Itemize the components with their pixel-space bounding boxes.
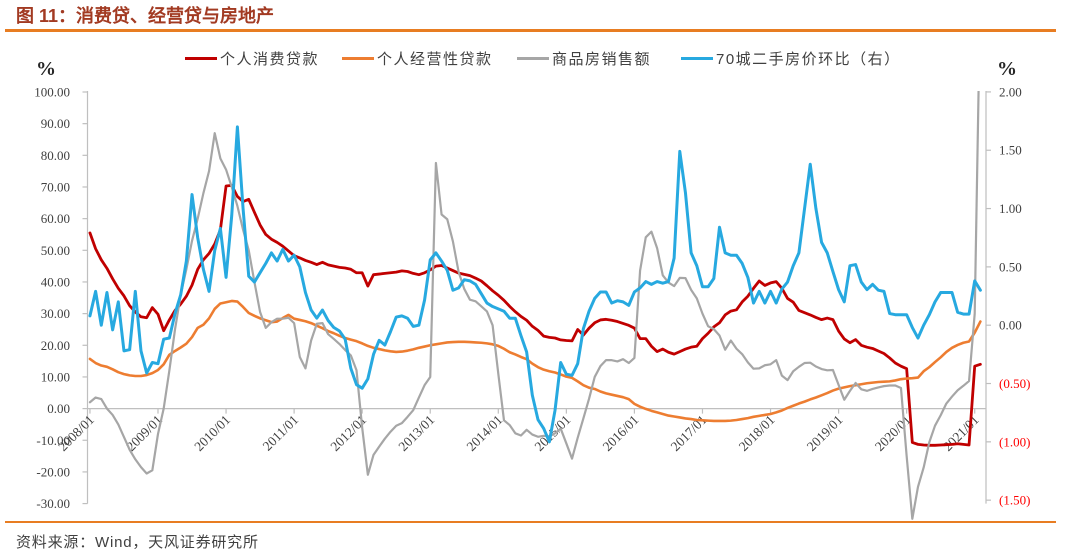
left-axis-tick-label: 70.00 bbox=[41, 179, 70, 194]
right-axis-tick-label: 0.50 bbox=[999, 259, 1022, 274]
x-axis-tick-label: 2016/01 bbox=[600, 412, 642, 454]
right-axis-unit: % bbox=[997, 58, 1017, 80]
legend-item-housing-sales: 商品房销售额 bbox=[517, 50, 652, 68]
right-axis-tick-label: 2.00 bbox=[999, 84, 1022, 99]
right-axis-tick-label: 0.00 bbox=[999, 318, 1022, 333]
left-axis-tick-label: -10.00 bbox=[36, 433, 70, 448]
legend-label-consumer-loan: 个人消费贷款 bbox=[220, 50, 320, 68]
bottom-divider bbox=[5, 521, 1056, 523]
legend-label-housing-price: 70城二手房价环比（右） bbox=[716, 50, 901, 68]
right-axis-tick-label: 1.50 bbox=[999, 143, 1022, 158]
series-line-3 bbox=[88, 125, 982, 444]
legend-swatch-housing-sales bbox=[517, 56, 549, 60]
series-line-2 bbox=[88, 91, 980, 520]
left-axis-tick-label: 100.00 bbox=[34, 85, 70, 100]
figure-title: 图 11：消费贷、经营贷与房地产 bbox=[16, 6, 275, 26]
right-axis-tick-label: (1.50) bbox=[999, 493, 1030, 508]
left-axis-tick-label: 0.00 bbox=[47, 401, 70, 416]
top-divider bbox=[5, 29, 1056, 32]
x-axis-tick-label: 2014/01 bbox=[464, 412, 506, 454]
left-axis-tick-label: 10.00 bbox=[41, 369, 70, 384]
left-axis-tick-label: 50.00 bbox=[41, 243, 70, 258]
legend-swatch-consumer-loan bbox=[185, 56, 217, 60]
right-axis-tick-label: (0.50) bbox=[999, 376, 1030, 391]
source-note: 资料来源：Wind，天风证券研究所 bbox=[16, 534, 259, 551]
right-axis-tick-label: (1.00) bbox=[999, 434, 1030, 449]
left-axis-tick-label: -20.00 bbox=[36, 464, 70, 479]
left-axis-tick-label: 80.00 bbox=[41, 148, 70, 163]
legend-item-consumer-loan: 个人消费贷款 bbox=[185, 50, 320, 68]
left-axis-unit: % bbox=[36, 58, 56, 80]
x-axis-tick-label: 2010/01 bbox=[191, 412, 233, 454]
x-axis-tick-label: 2011/01 bbox=[260, 412, 302, 454]
legend-item-business-loan: 个人经营性贷款 bbox=[342, 50, 493, 68]
series-line-1 bbox=[88, 299, 982, 423]
left-axis-tick-label: 30.00 bbox=[41, 306, 70, 321]
legend-label-housing-sales: 商品房销售额 bbox=[552, 50, 652, 68]
legend: 个人消费贷款 个人经营性贷款 商品房销售额 70城二手房价环比（右） bbox=[0, 50, 1080, 68]
legend-label-business-loan: 个人经营性贷款 bbox=[377, 50, 493, 68]
legend-swatch-housing-price bbox=[681, 56, 713, 60]
left-axis-tick-label: 90.00 bbox=[41, 116, 70, 131]
series-line-0 bbox=[88, 183, 982, 447]
legend-swatch-business-loan bbox=[342, 56, 374, 60]
x-axis-tick-label: 2019/01 bbox=[804, 412, 846, 454]
left-axis-tick-label: -30.00 bbox=[36, 496, 70, 511]
x-axis-tick-label: 2021/01 bbox=[940, 412, 982, 454]
left-axis-tick-label: 20.00 bbox=[41, 338, 70, 353]
legend-item-housing-price: 70城二手房价环比（右） bbox=[681, 50, 901, 68]
right-axis-tick-label: 1.00 bbox=[999, 201, 1022, 216]
x-axis-tick-label: 2013/01 bbox=[395, 412, 437, 454]
x-axis-tick-label: 2020/01 bbox=[872, 412, 914, 454]
left-axis-tick-label: 60.00 bbox=[41, 211, 70, 226]
left-axis-tick-label: 40.00 bbox=[41, 274, 70, 289]
